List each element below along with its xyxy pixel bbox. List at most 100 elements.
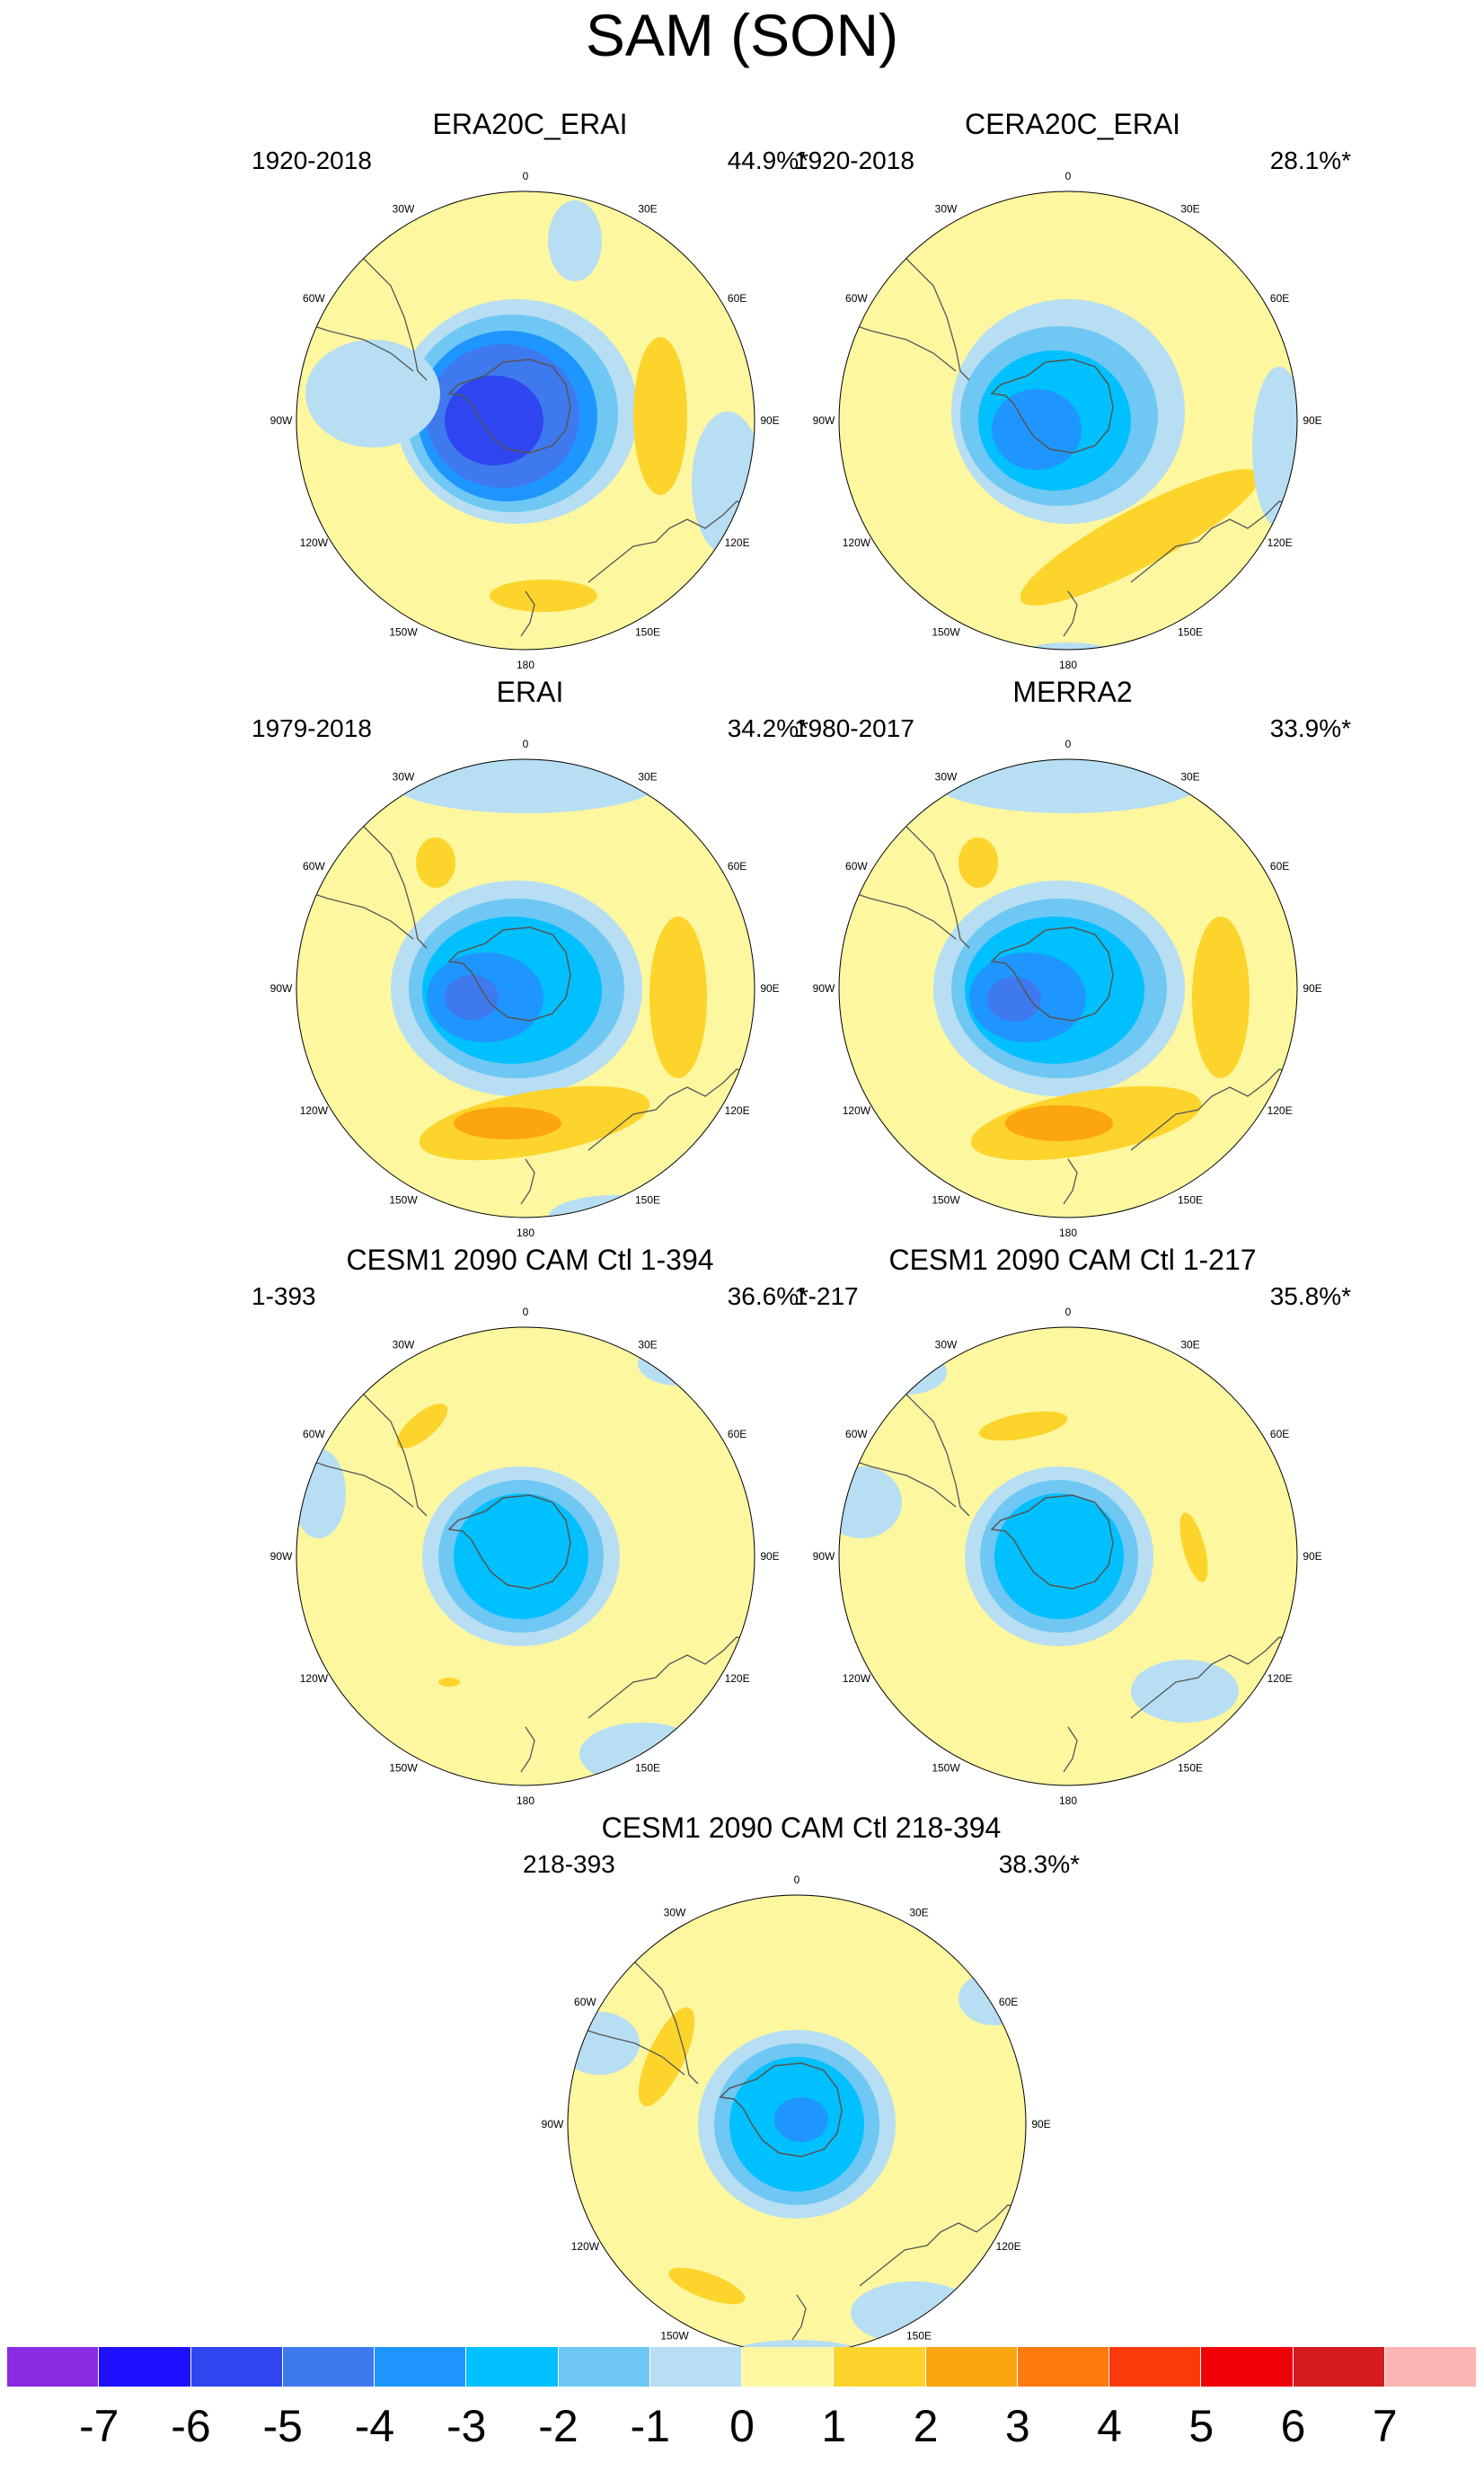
longitude-label: 150W <box>932 1194 960 1207</box>
longitude-label: 60E <box>728 860 746 872</box>
panel-title: CESM1 2090 CAM Ctl 218-394 <box>601 1811 1002 1844</box>
longitude-label: 120W <box>571 2240 600 2253</box>
longitude-label: 0 <box>1065 1306 1072 1318</box>
longitude-label: 90W <box>270 982 293 995</box>
map-border <box>838 1326 1298 1786</box>
longitude-label: 30E <box>909 1906 928 1918</box>
longitude-label: 30E <box>638 770 657 783</box>
longitude-label: 90E <box>1303 982 1321 995</box>
longitude-label: 90E <box>1303 414 1321 427</box>
colorbar-swatch <box>925 2347 1018 2387</box>
longitude-label: 150E <box>1178 1194 1203 1207</box>
longitude-label: 30W <box>935 1338 958 1351</box>
longitude-label: 0 <box>523 1306 529 1318</box>
map-border <box>838 758 1298 1218</box>
antarctica-coastline <box>990 926 1114 1022</box>
colorbar-swatch <box>834 2347 926 2387</box>
longitude-label: 0 <box>1065 738 1072 750</box>
polar-map: 0 30E 60E 90E 120E 150E 180 150W 120W 90W 60W 30W <box>270 738 780 1239</box>
colorbar-tick-label: -6 <box>171 2401 211 2451</box>
longitude-label: 180 <box>517 659 534 671</box>
antarctica-coastline <box>447 926 571 1022</box>
contour-field <box>296 191 755 650</box>
map-panel: CESM1 2090 CAM Ctl 218-394 218-393 38.3%* 0… <box>487 1810 1116 2376</box>
contour-region <box>454 1107 561 1139</box>
longitude-label: 90W <box>813 1550 835 1563</box>
panel-variance-percent: 38.3%* <box>998 1850 1080 1878</box>
map-panel: ERAI 1979-2018 34.2%* 0 30E 60E 90E 120E 150E 180… <box>216 674 844 1240</box>
panel-period: 1980-2017 <box>794 714 914 742</box>
colorbar-labels: -7 -6 -5 -4 -3 -2 -1 0 1 2 3 4 5 6 7 <box>0 2399 1484 2453</box>
longitude-label: 150E <box>906 2330 932 2343</box>
antarctica-coastline <box>719 2062 843 2157</box>
new-zealand-coastline <box>520 1726 535 1773</box>
colorbar-tick-label: 2 <box>913 2401 939 2451</box>
colorbar-tick-label: -4 <box>354 2401 395 2451</box>
longitude-label: 180 <box>1059 659 1077 671</box>
panel-period: 1979-2018 <box>252 714 372 742</box>
panel-period: 1-393 <box>252 1282 316 1310</box>
longitude-label: 90E <box>1031 2118 1050 2130</box>
contour-region <box>396 1404 448 1448</box>
panel-period: 218-393 <box>523 1850 615 1878</box>
panel-variance-percent: 36.6%* <box>727 1282 808 1310</box>
colorbar <box>7 2347 1477 2387</box>
longitude-label: 180 <box>517 1227 534 1239</box>
longitude-label: 30E <box>638 1338 657 1351</box>
contour-region <box>633 337 687 495</box>
contour-field <box>296 1327 755 1785</box>
contour-region <box>1252 367 1297 528</box>
contour-region <box>568 2012 640 2075</box>
longitude-label: 150W <box>389 626 418 639</box>
colorbar-swatch <box>649 2347 742 2387</box>
map-panel: CERA20C_ERAI 1920-2018 28.1%* 0 30E 60E 90E 120… <box>758 106 1387 672</box>
longitude-label: 60W <box>303 1428 325 1440</box>
polar-map: 0 30E 60E 90E 120E 150E 180 150W 120W 90W 60W 30W <box>813 170 1322 671</box>
longitude-label: 120E <box>725 1104 750 1117</box>
panel-period: 1920-2018 <box>252 146 372 174</box>
contour-region <box>296 1327 382 1372</box>
new-zealand-coastline <box>791 2294 807 2341</box>
longitude-label: 0 <box>794 1873 800 1886</box>
longitude-label: 150W <box>660 2330 689 2343</box>
contour-region <box>649 917 707 1078</box>
contour-region <box>1005 1105 1113 1141</box>
panel-variance-percent: 28.1%* <box>1269 146 1351 174</box>
colorbar-tick-label: 6 <box>1280 2401 1306 2451</box>
colorbar-swatch <box>7 2347 100 2387</box>
contour-region <box>1131 1660 1239 1723</box>
longitude-label: 90W <box>270 1550 293 1563</box>
contour-field <box>839 759 1297 1218</box>
longitude-label: 30W <box>935 202 958 215</box>
longitude-label: 60W <box>845 860 868 872</box>
longitude-label: 30W <box>393 770 415 783</box>
longitude-label: 0 <box>523 738 529 750</box>
map-panel: CESM1 2090 CAM Ctl 1-217 1-217 35.8%* 0 30E 6… <box>758 1242 1387 1808</box>
contour-region <box>774 2097 828 2142</box>
longitude-label: 90W <box>270 414 293 427</box>
contour-region <box>692 412 755 555</box>
panel-title: CERA20C_ERAI <box>964 108 1181 140</box>
longitude-label: 120E <box>1268 1672 1293 1685</box>
contour-field <box>839 191 1297 650</box>
colorbar-tick-label: 5 <box>1188 2401 1215 2451</box>
contour-region <box>668 2267 746 2305</box>
colorbar-tick-label: -1 <box>630 2401 670 2451</box>
longitude-label: 60E <box>728 292 746 305</box>
longitude-label: 30E <box>638 202 657 215</box>
colorbar-swatch <box>466 2347 559 2387</box>
colorbar-swatch <box>282 2347 375 2387</box>
figure-title: SAM (SON) <box>585 2 899 68</box>
longitude-label: 60W <box>574 1996 596 2008</box>
colorbar-swatch <box>558 2347 650 2387</box>
longitude-label: 120W <box>843 536 871 549</box>
polar-map: 0 30E 60E 90E 120E 150E 180 150W 120W 90W 60W 30W <box>813 1306 1322 1807</box>
longitude-label: 30W <box>664 1906 686 1918</box>
longitude-label: 120E <box>725 1672 750 1685</box>
map-border <box>296 758 755 1218</box>
contour-region <box>395 1778 503 1785</box>
longitude-label: 60W <box>303 860 325 872</box>
longitude-label: 150W <box>389 1762 418 1775</box>
contour-region <box>958 837 998 888</box>
colorbar-tick-label: -5 <box>262 2401 303 2451</box>
